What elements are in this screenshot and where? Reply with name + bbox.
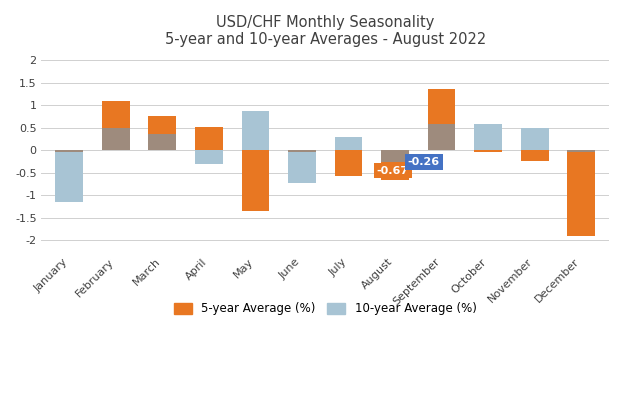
Bar xyxy=(149,135,177,150)
Bar xyxy=(381,150,409,162)
Bar xyxy=(241,150,270,211)
Bar xyxy=(56,150,84,202)
Bar xyxy=(381,150,409,162)
Bar xyxy=(288,150,316,183)
Text: -0.26: -0.26 xyxy=(408,157,440,167)
Bar xyxy=(427,89,456,150)
Bar xyxy=(334,150,363,176)
Bar xyxy=(288,150,316,153)
Bar xyxy=(56,150,84,153)
Bar xyxy=(567,150,595,153)
Bar xyxy=(520,150,548,162)
Bar xyxy=(474,124,502,150)
Bar xyxy=(567,150,595,236)
Legend: 5-year Average (%), 10-year Average (%): 5-year Average (%), 10-year Average (%) xyxy=(169,298,481,320)
Bar xyxy=(427,124,456,150)
Title: USD/CHF Monthly Seasonality
5-year and 10-year Averages - August 2022: USD/CHF Monthly Seasonality 5-year and 1… xyxy=(165,15,486,47)
Bar xyxy=(288,150,316,153)
Bar xyxy=(567,150,595,153)
Bar xyxy=(195,127,223,150)
Bar xyxy=(149,117,177,150)
Bar xyxy=(381,150,409,180)
Bar xyxy=(102,128,130,150)
Bar xyxy=(149,135,177,150)
Bar xyxy=(520,128,548,150)
Bar xyxy=(474,150,502,153)
Text: -0.67: -0.67 xyxy=(377,166,409,176)
Bar xyxy=(427,124,456,150)
Bar xyxy=(56,150,84,153)
Bar xyxy=(241,110,270,150)
Bar xyxy=(195,150,223,164)
Bar xyxy=(102,128,130,150)
Bar xyxy=(334,137,363,150)
Bar xyxy=(102,101,130,150)
